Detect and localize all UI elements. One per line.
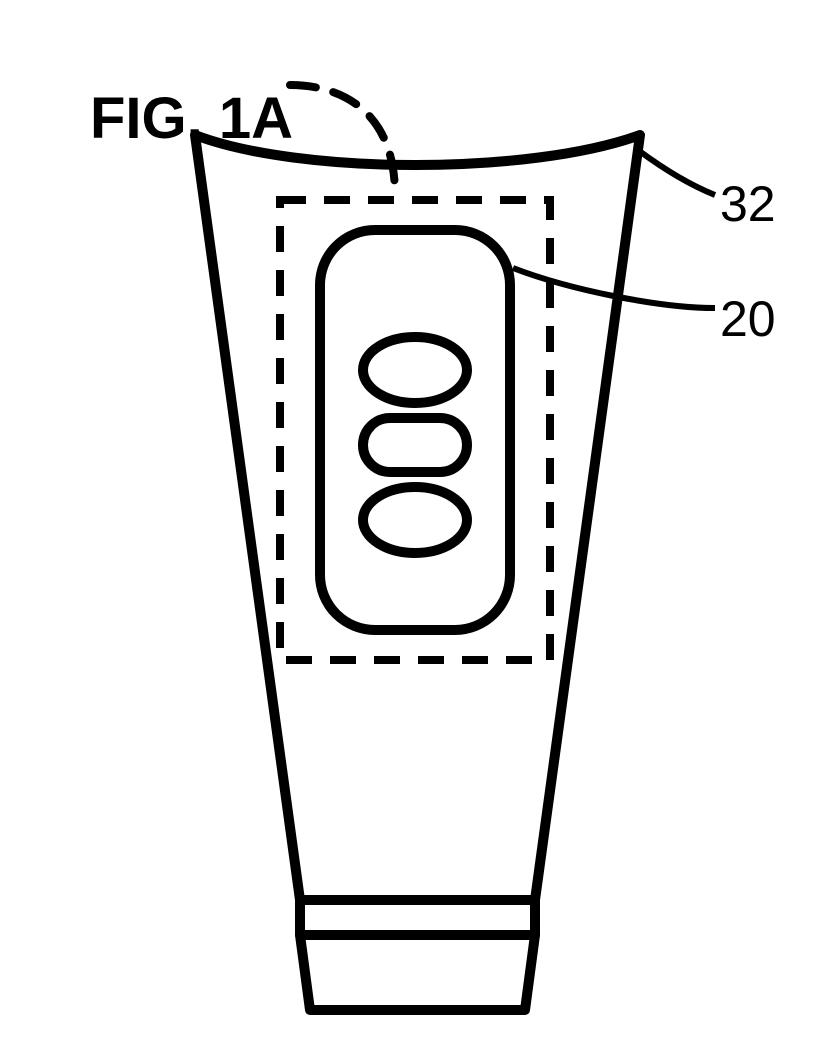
figure-label: FIG. 1A [90,85,293,152]
figure-canvas: FIG. 1A 32 20 [0,0,828,1059]
tube-body [195,135,640,935]
button-bottom [363,487,467,553]
leader-32 [638,150,715,195]
button-top [363,337,467,403]
diagram-svg [0,0,828,1059]
control-panel [320,230,510,630]
button-middle [363,418,467,472]
leader-fig1a [290,85,395,195]
ref-32-label: 32 [720,175,776,233]
ref-20-label: 20 [720,290,776,348]
tube-cap [300,935,535,1010]
